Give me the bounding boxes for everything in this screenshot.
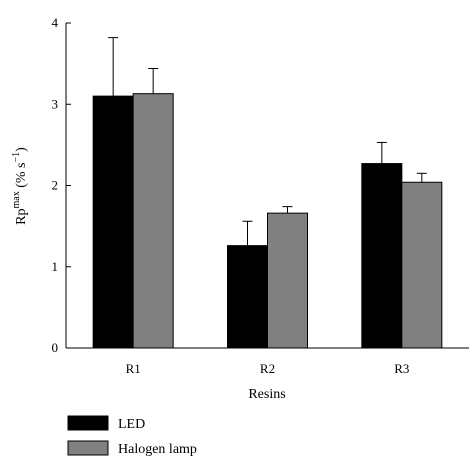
bars: [92, 93, 443, 349]
y-axis-title-superscript: max: [11, 191, 22, 208]
bar-halogen-lamp-r1: [132, 93, 174, 349]
y-tick-label: 0: [52, 340, 59, 355]
y-axis-title-unit-open: (% s: [14, 162, 29, 191]
bar-led-r2: [227, 245, 268, 349]
error-bars: [108, 37, 427, 246]
y-tick-label: 3: [52, 96, 59, 111]
legend: LED Halogen lamp: [67, 415, 197, 457]
y-axis-title-unit-close: ): [14, 147, 29, 152]
legend-label-halogen-lamp: Halogen lamp: [118, 442, 197, 457]
bar-halogen-lamp-r2: [267, 212, 308, 349]
y-tick-label: 4: [52, 15, 59, 30]
y-axis-title: Rpmax (% s−1): [11, 147, 29, 225]
bar-led-r1: [92, 95, 134, 349]
y-ticks: 0 1 2 3 4: [52, 15, 71, 355]
y-axis-title-base: Rp: [14, 208, 29, 224]
bar-halogen-lamp-r3: [401, 181, 443, 349]
y-tick-label: 1: [52, 259, 59, 274]
y-tick-label: 2: [52, 178, 59, 193]
x-tick-label: R2: [260, 361, 275, 376]
legend-label-led: LED: [118, 417, 145, 432]
bar-led-r3: [361, 163, 403, 349]
x-axis-title: Resins: [248, 387, 285, 402]
y-axis-title-unit-superscript: −1: [11, 152, 22, 163]
legend-swatch-halogen-lamp: [67, 440, 109, 456]
legend-swatch-led: [67, 415, 109, 431]
x-tick-label: R3: [394, 361, 409, 376]
x-tick-label: R1: [126, 361, 141, 376]
